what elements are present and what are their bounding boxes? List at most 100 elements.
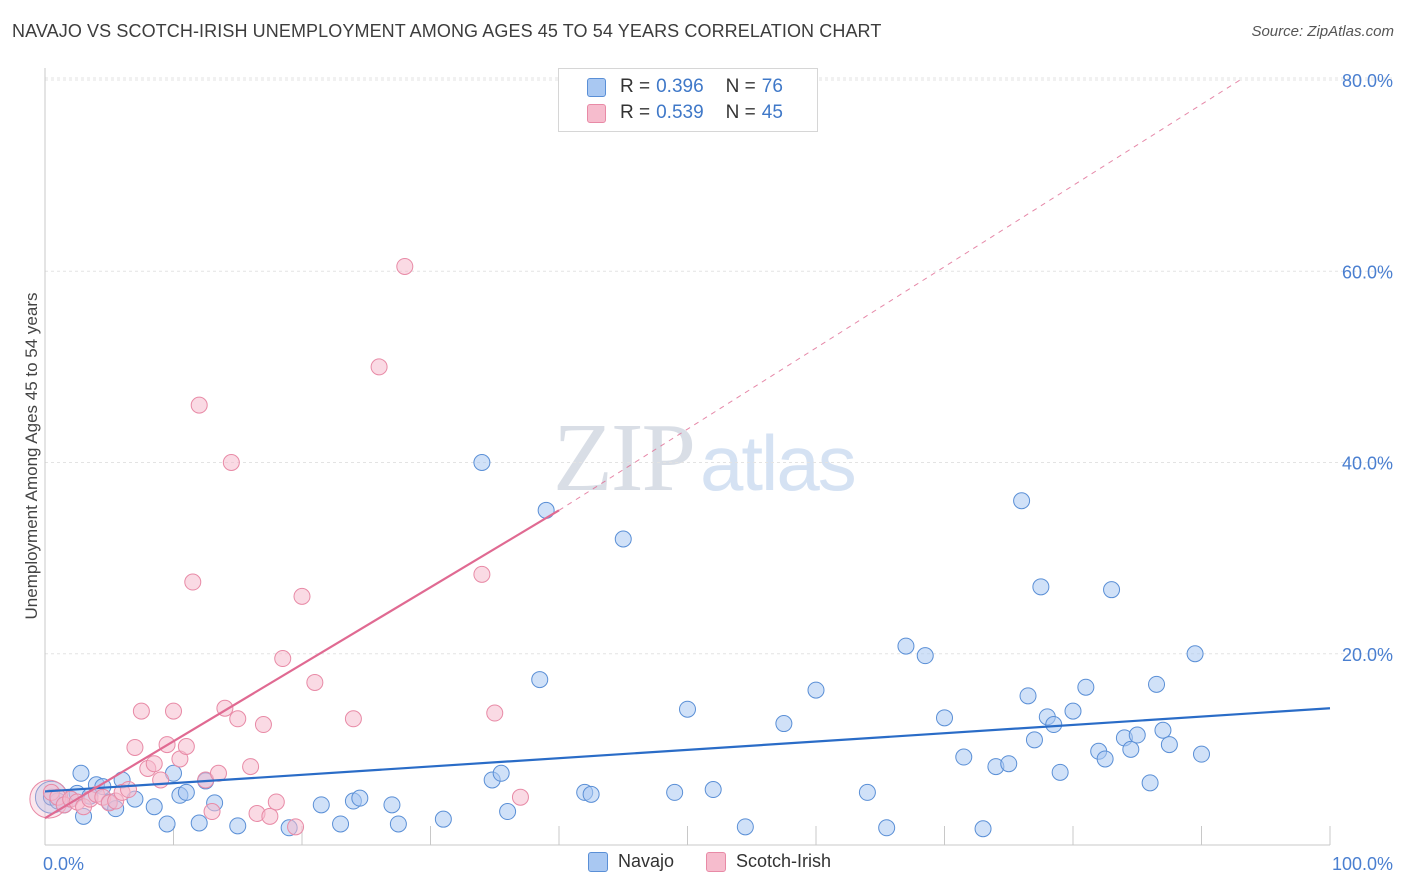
navajo-point — [473, 454, 491, 471]
scotch-irish-point — [229, 710, 247, 728]
legend-row-scotch-irish: R = 0.539 N = 45 — [587, 101, 783, 125]
legend-item-scotch-irish[interactable]: Scotch-Irish — [706, 851, 831, 872]
legend-swatch-scotch-irish — [706, 851, 727, 872]
grid-lines — [45, 77, 1393, 655]
watermark: ZIPatlas — [553, 400, 857, 514]
legend-n-label: N = — [725, 102, 756, 123]
legend-swatch-navajo — [587, 77, 606, 97]
navajo-point — [351, 789, 369, 807]
navajo-point — [1128, 726, 1146, 744]
navajo-point — [190, 814, 208, 832]
scotch-irish-point — [222, 454, 240, 471]
navajo-point — [1154, 721, 1172, 739]
navajo-point — [389, 815, 407, 833]
navajo-point — [1045, 716, 1063, 734]
legend-label-scotch-irish: Scotch-Irish — [736, 851, 832, 871]
navajo-point — [499, 803, 517, 821]
scotch-irish-trend-line — [44, 509, 560, 820]
y-axis-label: Unemployment Among Ages 45 to 54 years — [22, 293, 41, 620]
tick-labels: 20.0% 40.0% 60.0% 80.0% 0.0% 100.0% — [43, 71, 1393, 874]
navajo-point — [312, 796, 330, 814]
scotch-irish-point — [370, 358, 388, 376]
navajo-point — [955, 748, 973, 766]
scotch-irish-point — [344, 710, 362, 728]
scotch-irish-point — [486, 704, 504, 722]
navajo-point — [1096, 750, 1114, 768]
navajo-point — [1160, 736, 1178, 754]
navajo-point — [158, 815, 176, 833]
scotch-irish-point — [132, 702, 150, 720]
legend-n-label: N = — [725, 76, 756, 97]
navajo-point — [878, 819, 896, 837]
navajo-point — [807, 681, 825, 699]
series-legend: Navajo Scotch-Irish — [588, 851, 863, 872]
navajo-point — [1103, 581, 1121, 599]
navajo-point — [1122, 740, 1140, 758]
navajo-point — [858, 783, 876, 801]
scotch-irish-point — [511, 788, 529, 806]
navajo-point — [1148, 675, 1166, 693]
navajo-point — [1019, 687, 1037, 705]
chart-title: NAVAJO VS SCOTCH-IRISH UNEMPLOYMENT AMON… — [12, 21, 882, 41]
legend-r-value-navajo: 0.396 — [656, 76, 704, 97]
scotch-irish-point — [267, 793, 285, 811]
navajo-point — [1025, 731, 1043, 749]
navajo-point — [916, 647, 934, 665]
y-tick-label-60: 60.0% — [1342, 262, 1393, 282]
watermark-zip: ZIP — [553, 404, 696, 512]
navajo-point — [666, 783, 684, 801]
navajo-point — [72, 764, 90, 782]
y-tick-label-20: 20.0% — [1342, 645, 1393, 665]
navajo-point — [1013, 492, 1031, 510]
scotch-irish-point — [190, 396, 208, 414]
scotch-irish-point — [261, 807, 279, 825]
legend-n-value-scotch-irish: 45 — [761, 102, 783, 123]
navajo-point — [531, 671, 549, 689]
scotch-irish-point — [396, 257, 414, 275]
y-tick-label-40: 40.0% — [1342, 454, 1393, 474]
scotch-irish-point — [287, 818, 305, 836]
scotch-irish-point — [177, 738, 195, 756]
navajo-point — [332, 815, 350, 833]
navajo-point — [1064, 702, 1082, 720]
scotch-irish-point — [152, 771, 170, 789]
navajo-point — [614, 530, 632, 548]
navajo-point — [1077, 678, 1095, 696]
navajo-point — [775, 715, 793, 733]
x-tick-label-100: 100.0% — [1332, 854, 1393, 874]
navajo-point — [1141, 774, 1159, 792]
navajo-point — [1032, 578, 1050, 596]
legend-r-value-scotch-irish: 0.539 — [656, 102, 704, 123]
navajo-point — [1193, 745, 1210, 763]
navajo-point — [1000, 755, 1018, 773]
scotch-irish-point — [254, 716, 272, 734]
y-tick-label-80: 80.0% — [1342, 71, 1393, 91]
navajo-point — [229, 817, 247, 835]
navajo-point — [177, 783, 195, 801]
navajo-point — [1186, 645, 1204, 663]
legend-label-navajo: Navajo — [618, 851, 675, 871]
navajo-point — [492, 764, 510, 782]
navajo-point — [679, 700, 696, 718]
scotch-irish-point — [126, 738, 144, 756]
navajo-point — [145, 798, 163, 816]
scotch-irish-point — [293, 587, 311, 605]
correlation-legend: R = 0.396 N = 76 R = 0.539 N = 45 — [558, 68, 818, 132]
scotch-irish-point — [145, 755, 163, 773]
legend-swatch-scotch-irish — [587, 103, 606, 123]
legend-r-label: R = — [620, 76, 651, 97]
source-label: Source: ZipAtlas.com — [1251, 23, 1394, 40]
scotch-irish-point — [203, 803, 221, 821]
scotch-irish-point — [120, 781, 138, 799]
scotch-irish-point — [473, 565, 491, 583]
legend-item-navajo[interactable]: Navajo — [588, 851, 674, 872]
navajo-point — [1051, 763, 1069, 781]
navajo-point — [936, 709, 953, 727]
navajo-point — [434, 810, 452, 828]
legend-r-label: R = — [620, 102, 651, 123]
navajo-point — [897, 637, 915, 655]
navajo-point — [383, 796, 401, 814]
scotch-irish-point — [306, 673, 324, 691]
scotch-irish-point — [242, 758, 260, 776]
